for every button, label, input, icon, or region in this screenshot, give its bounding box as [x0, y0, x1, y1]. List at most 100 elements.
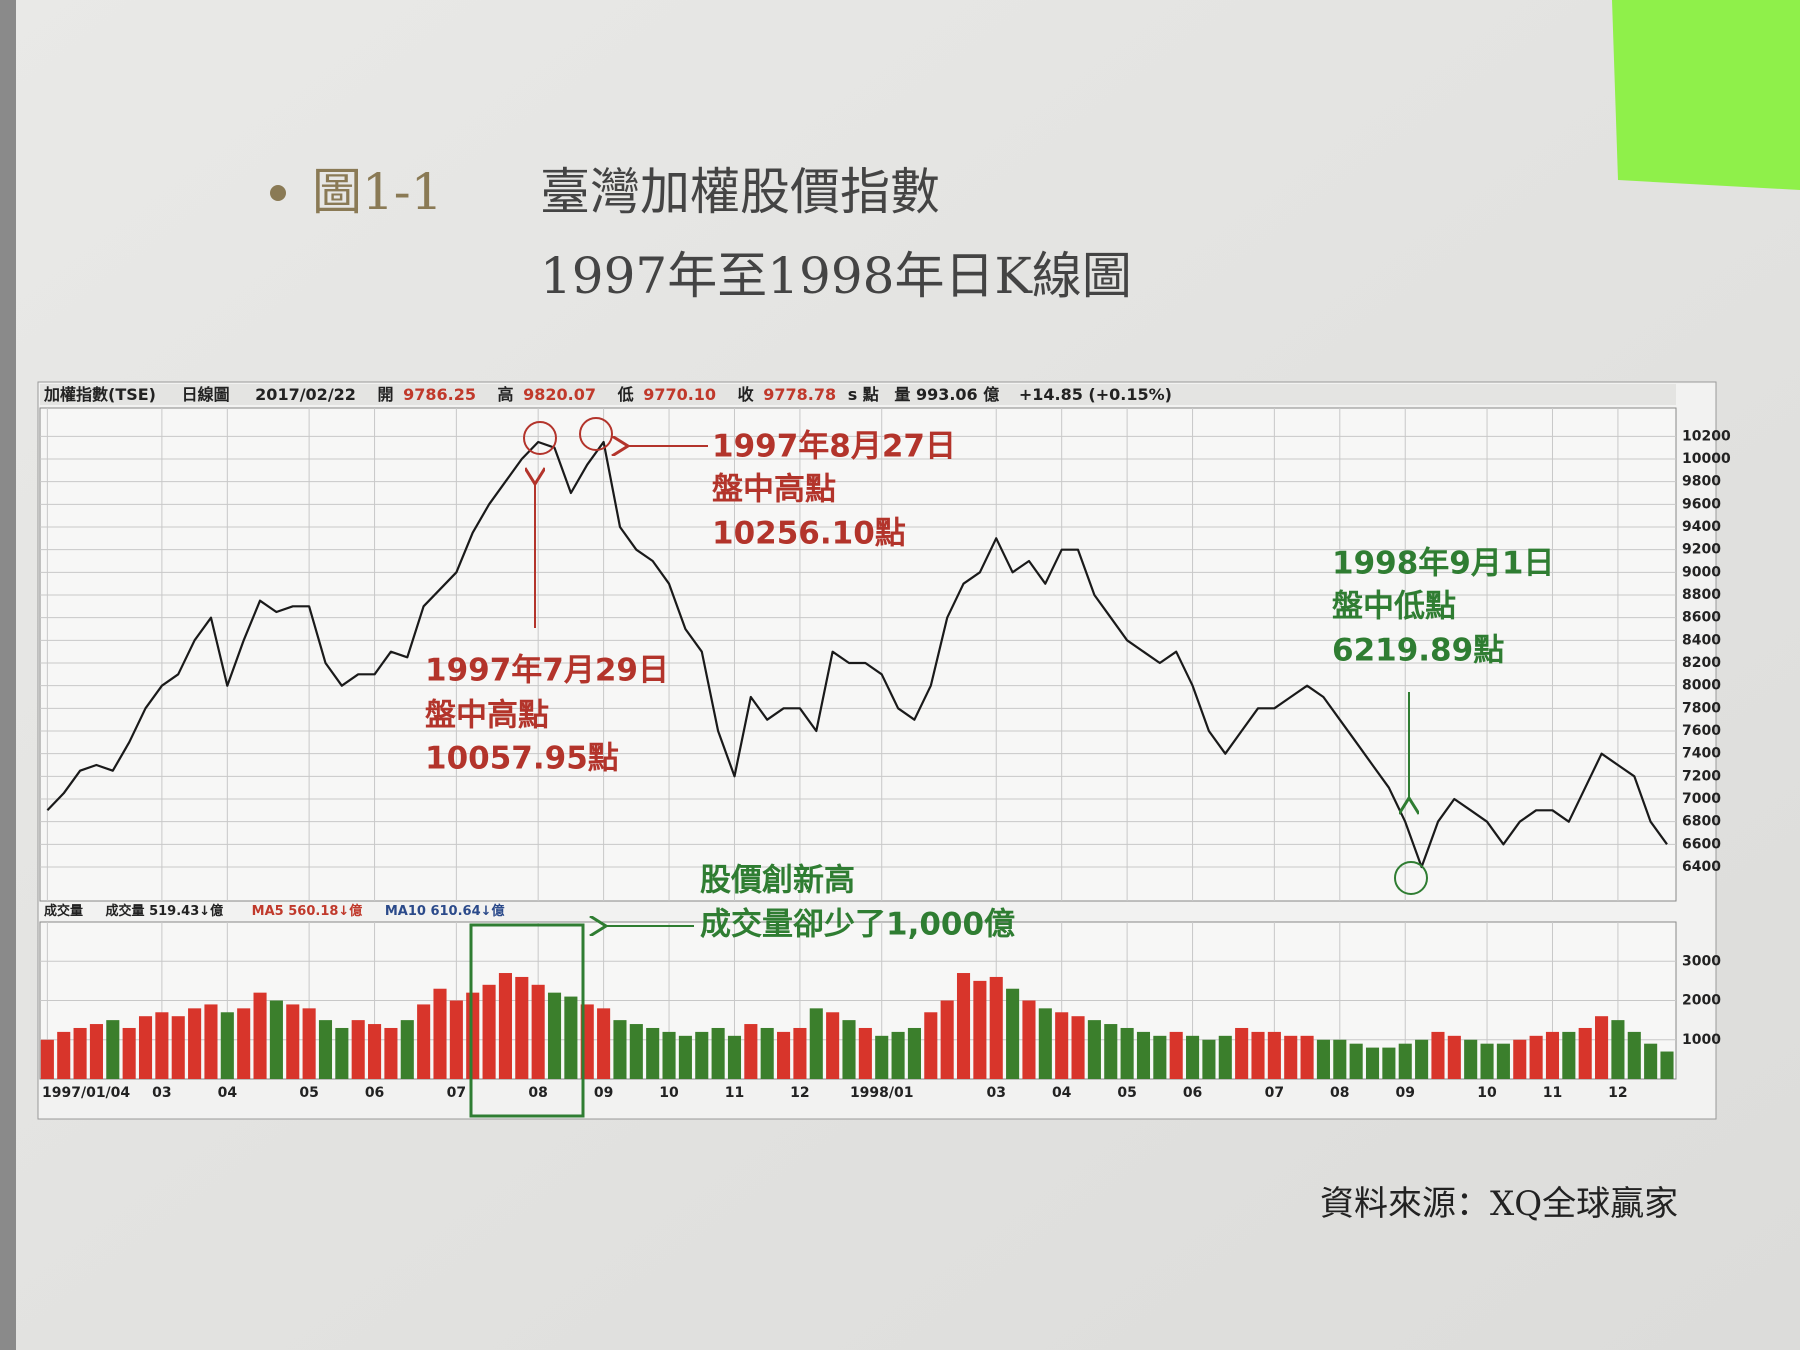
volume-bar: [695, 1031, 709, 1079]
y-tick-label: 9600: [1682, 496, 1721, 512]
volume-bar: [1382, 1047, 1396, 1079]
highlight-circle: [1394, 861, 1428, 895]
volume-bar: [1006, 988, 1020, 1079]
volume-bar: [1415, 1039, 1429, 1079]
volume-bar: [662, 1031, 676, 1079]
figure-subtitle: 1997年至1998年日K線圖: [540, 247, 1132, 305]
volume-bar: [1153, 1035, 1167, 1079]
volume-bar: [1333, 1039, 1347, 1079]
volume-bar: [384, 1027, 398, 1079]
volume-bar: [547, 992, 562, 1079]
volume-bar: [433, 988, 447, 1079]
x-tick-label: 07: [1265, 1085, 1284, 1101]
price-line: [46, 440, 1668, 869]
volume-bar: [188, 1008, 202, 1079]
y-tick-label: 1000: [1682, 1032, 1721, 1048]
annotation: 1997年7月29日: [425, 653, 669, 689]
volume-bar: [122, 1027, 136, 1079]
info-item: 加權指數(TSE): [43, 385, 156, 404]
x-tick-label: 09: [1395, 1085, 1414, 1101]
info-item: 開: [378, 385, 394, 404]
y-tick-label: 7200: [1682, 768, 1721, 784]
figure-title: 臺灣加權股價指數: [540, 163, 940, 221]
book-edge: [0, 0, 16, 1350]
info-item: 收: [738, 385, 754, 404]
x-tick-label: 11: [1543, 1085, 1562, 1101]
y-tick-label: 8000: [1682, 678, 1721, 694]
volume-bar: [1300, 1035, 1314, 1079]
volume-info: 成交量 成交量 519.43↓億 MA5 560.18↓億 MA10 610.6…: [44, 903, 505, 919]
volume-bar: [1447, 1035, 1461, 1079]
volume-bar: [858, 1027, 872, 1079]
volume-bar: [1349, 1043, 1363, 1079]
volume-bar: [1611, 1020, 1625, 1079]
volume-bar: [89, 1024, 103, 1079]
sticky-note: [1612, 0, 1800, 190]
y-tick-label: 2000: [1682, 993, 1721, 1009]
volume-bar: [1087, 1020, 1101, 1079]
volume-bar: [1284, 1035, 1298, 1079]
volume-bar: [531, 984, 545, 1079]
y-tick-label: 10000: [1682, 451, 1731, 467]
volume-bar: [924, 1012, 938, 1079]
volume-bar: [1202, 1039, 1216, 1079]
volume-bar: [1038, 1008, 1052, 1079]
volume-bar: [826, 1012, 840, 1079]
volume-bar: [171, 1016, 185, 1079]
volume-bar: [564, 996, 578, 1079]
volume-bar: [1365, 1047, 1380, 1079]
x-tick-label: 07: [447, 1085, 466, 1101]
volume-bar: [57, 1031, 71, 1079]
y-tick-label: 8200: [1682, 655, 1721, 671]
volume-bar: [678, 1035, 692, 1079]
y-tick-label: 9000: [1682, 564, 1721, 580]
volume-bar: [1186, 1035, 1200, 1079]
volume-bar: [1169, 1031, 1183, 1079]
info-item: 9778.78: [763, 385, 836, 404]
volume-bar: [1496, 1043, 1510, 1079]
info-bar: [40, 384, 1676, 405]
info-item: 低: [617, 385, 634, 404]
x-tick-label: 05: [299, 1085, 318, 1101]
volume-bar: [351, 1020, 365, 1079]
volume-bar: [1104, 1024, 1118, 1079]
volume-bar: [335, 1027, 349, 1079]
volume-bar: [237, 1008, 251, 1079]
info-item: MA5 560.18↓億: [252, 903, 363, 919]
volume-bar: [956, 973, 971, 1079]
x-tick-label: 09: [594, 1085, 613, 1101]
info-item: 高: [498, 385, 514, 404]
volume-bar: [498, 973, 512, 1079]
info-item: s 點: [848, 385, 879, 404]
x-tick-label: 03: [986, 1085, 1005, 1101]
volume-bar: [220, 1012, 234, 1079]
volume-bar: [1218, 1035, 1232, 1079]
x-tick-label: 10: [1477, 1085, 1497, 1101]
volume-bar: [1627, 1031, 1641, 1079]
plot-area: 6400 6600 6800 7000 7200 7400 7600 7800 8000 8200…: [39, 407, 1731, 1101]
volume-bar: [809, 1008, 823, 1079]
annotation: 盤中低點: [1332, 589, 1456, 625]
annotation: 1998年9月1日: [1332, 546, 1554, 582]
volume-bar: [1529, 1035, 1543, 1079]
info-item: MA10 610.64↓億: [385, 903, 505, 919]
y-tick-label: 8800: [1682, 587, 1721, 603]
volume-bar: [40, 1039, 54, 1079]
annotation: 盤中高點: [712, 472, 836, 508]
volume-bar: [1251, 1031, 1265, 1079]
volume-bar: [646, 1027, 660, 1079]
highlight-box: [469, 923, 585, 1118]
y-tick-label: 9200: [1682, 542, 1721, 558]
y-tick-label: 7800: [1682, 700, 1721, 716]
x-tick-label: 1998/01: [850, 1085, 914, 1101]
annotation: 6219.89點: [1332, 633, 1504, 669]
info-item: 日線圖: [182, 385, 230, 404]
y-tick-label: 9800: [1682, 474, 1721, 490]
volume-bar: [1595, 1016, 1609, 1079]
x-tick-label: 1997/01/04: [42, 1085, 130, 1101]
annotation: 1997年8月27日: [712, 429, 956, 465]
volume-bar: [368, 1024, 382, 1079]
volume-bar: [842, 1020, 856, 1079]
volume-bar: [907, 1027, 921, 1079]
volume-bar: [1545, 1031, 1560, 1079]
